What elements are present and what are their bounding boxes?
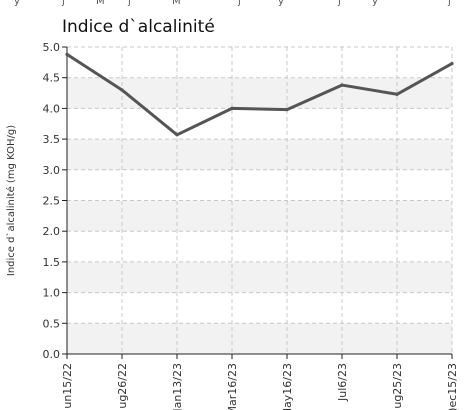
top-cut-label: j bbox=[61, 0, 65, 7]
data-point bbox=[120, 88, 124, 92]
data-point bbox=[450, 61, 454, 66]
x-tick-label: Jul6/23 bbox=[336, 363, 349, 402]
plot-band bbox=[67, 323, 452, 354]
x-tick-label: ug26/22 bbox=[116, 363, 129, 409]
y-tick-label: 1.5 bbox=[43, 256, 61, 269]
data-point bbox=[65, 52, 69, 56]
plot-bands bbox=[67, 77, 452, 354]
data-point bbox=[230, 106, 234, 110]
y-tick-label: 3.5 bbox=[43, 133, 61, 146]
data-series bbox=[65, 52, 454, 137]
y-tick-label: 0.0 bbox=[43, 348, 61, 361]
top-cut-label: j bbox=[127, 0, 131, 7]
y-tick-label: 1.0 bbox=[43, 287, 61, 300]
x-tick-label: un15/22 bbox=[61, 363, 74, 409]
plot-band bbox=[67, 261, 452, 293]
y-axis-ticks: 0.0 0.5 1.0 1.5 2.0 2.5 3.0 3.5 4.0 4.5 5.0 bbox=[43, 41, 67, 361]
top-cut-label: j bbox=[237, 0, 241, 7]
top-cut-label: y bbox=[278, 0, 284, 7]
top-cut-label: j bbox=[447, 0, 451, 7]
top-cut-label: y bbox=[372, 0, 378, 7]
top-cut-label: j bbox=[337, 0, 341, 7]
x-tick-label: ug25/23 bbox=[391, 363, 404, 409]
x-axis-ticks: un15/22 ug26/22 Jan13/23 Mar16/23 lay16/23 Ju… bbox=[61, 354, 459, 410]
x-tick-label: Mar16/23 bbox=[226, 363, 239, 410]
plot-band bbox=[67, 139, 452, 170]
y-tick-label: 4.0 bbox=[43, 102, 61, 115]
series-line bbox=[65, 52, 454, 137]
y-tick-label: 3.0 bbox=[43, 164, 61, 177]
y-tick-label: 2.5 bbox=[43, 195, 61, 208]
x-tick-label: lay16/23 bbox=[281, 363, 294, 410]
top-cut-label: M bbox=[96, 0, 105, 7]
y-tick-label: 5.0 bbox=[43, 41, 61, 54]
y-tick-label: 2.0 bbox=[43, 225, 61, 238]
x-tick-label: Jan13/23 bbox=[171, 363, 184, 410]
grid-lines bbox=[66, 46, 453, 355]
y-axis-label: Indice d`alcalinité (mg KOH/g) bbox=[5, 125, 17, 276]
data-point bbox=[340, 83, 344, 87]
top-cut-label: y bbox=[14, 0, 20, 7]
y-tick-label: 4.5 bbox=[43, 72, 61, 85]
data-point bbox=[285, 108, 289, 112]
x-tick-label: )ec15/23 bbox=[446, 363, 459, 410]
data-point bbox=[395, 92, 399, 96]
top-cut-label: M bbox=[172, 0, 181, 7]
data-point bbox=[175, 133, 179, 137]
y-tick-label: 0.5 bbox=[43, 317, 61, 330]
plot-band bbox=[67, 200, 452, 232]
chart-title: Indice d`alcalinité bbox=[62, 17, 215, 37]
